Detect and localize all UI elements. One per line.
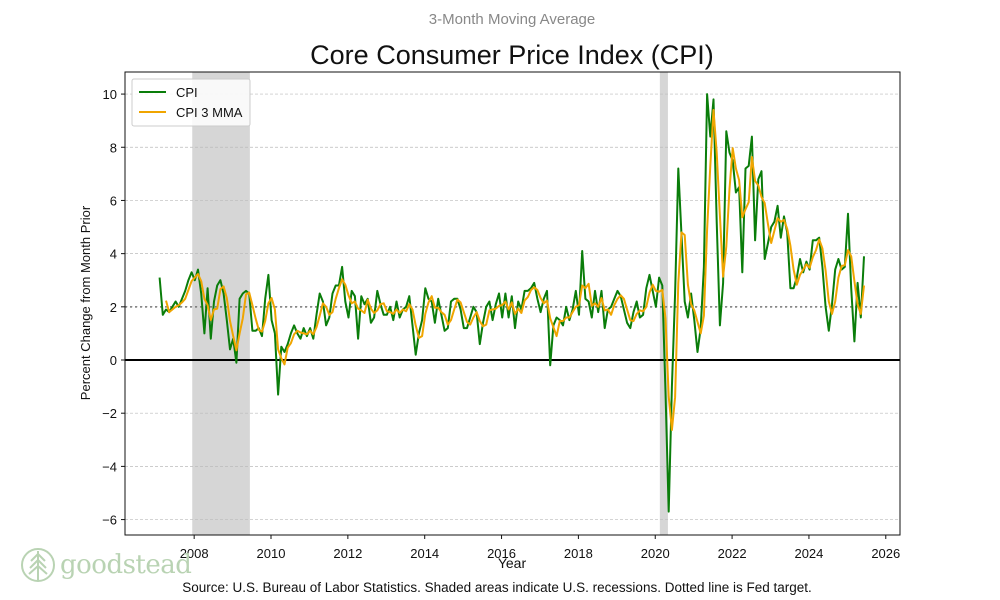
y-tick-label: 10 — [103, 87, 117, 102]
y-tick-label: 0 — [110, 353, 117, 368]
x-tick-label: 2012 — [333, 546, 362, 561]
logo-text: goodstead — [60, 550, 192, 580]
x-tick-label: 2016 — [487, 546, 516, 561]
x-tick-label: 2026 — [871, 546, 900, 561]
y-tick-label: −6 — [102, 513, 117, 528]
x-tick-label: 2022 — [718, 546, 747, 561]
legend-label-cpi: CPI — [176, 85, 198, 100]
x-tick-label: 2010 — [257, 546, 286, 561]
y-tick-label: −4 — [102, 459, 117, 474]
y-tick-label: −2 — [102, 406, 117, 421]
x-tick-label: 2018 — [564, 546, 593, 561]
x-tick-label: 2008 — [180, 546, 209, 561]
x-tick-label: 2014 — [410, 546, 439, 561]
y-tick-label: 6 — [110, 193, 117, 208]
x-tick-label: 2024 — [794, 546, 823, 561]
cpi-series-line — [158, 93, 865, 513]
y-tick-label: 4 — [110, 247, 117, 262]
recession-band — [192, 72, 250, 535]
x-axis-label: Year — [498, 555, 527, 571]
tree-icon — [21, 548, 55, 582]
plot-frame — [124, 71, 901, 536]
goodstead-logo: goodstead — [20, 545, 192, 585]
source-note: Source: U.S. Bureau of Labor Statistics.… — [182, 580, 812, 595]
legend-label-mma: CPI 3 MMA — [176, 105, 243, 120]
chart-title: Core Consumer Price Index (CPI) — [310, 40, 714, 70]
y-tick-label: 8 — [110, 140, 117, 155]
x-tick-label: 2020 — [641, 546, 670, 561]
chart-subtitle: 3-Month Moving Average — [429, 11, 596, 28]
y-tick-label: 2 — [110, 300, 117, 315]
y-axis-label: Percent Change from Month Prior — [78, 205, 93, 400]
legend: CPI CPI 3 MMA — [131, 78, 251, 127]
cpi-3mma-series-line — [165, 109, 865, 431]
